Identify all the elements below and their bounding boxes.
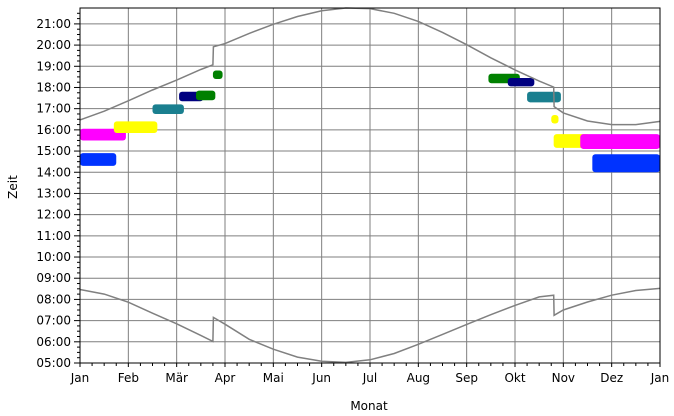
y-tick-label: 07:00 bbox=[36, 314, 71, 328]
y-tick-label: 06:00 bbox=[36, 335, 71, 349]
y-tick-label: 09:00 bbox=[36, 271, 71, 285]
x-tick-label: Jul bbox=[362, 371, 377, 385]
y-tick-label: 05:00 bbox=[36, 356, 71, 370]
y-tick-label: 08:00 bbox=[36, 292, 71, 306]
x-tick-label: Mär bbox=[165, 371, 188, 385]
x-tick-label: Okt bbox=[504, 371, 525, 385]
y-tick-label: 13:00 bbox=[36, 186, 71, 200]
y-axis-title: Zeit bbox=[6, 175, 20, 199]
y-tick-label: 18:00 bbox=[36, 80, 71, 94]
sunset-curve bbox=[79, 7, 661, 126]
y-tick-label: 17:00 bbox=[36, 102, 71, 116]
y-tick-label: 15:00 bbox=[36, 144, 71, 158]
y-tick-label: 21:00 bbox=[36, 17, 71, 31]
data-blob bbox=[212, 70, 223, 79]
data-blob bbox=[196, 90, 216, 101]
data-blob bbox=[152, 104, 184, 114]
data-blob bbox=[527, 91, 561, 103]
y-tick-label: 19:00 bbox=[36, 59, 71, 73]
x-tick-label: Sep bbox=[455, 371, 478, 385]
x-tick-label: Dez bbox=[600, 371, 623, 385]
y-tick-label: 16:00 bbox=[36, 123, 71, 137]
data-blob bbox=[580, 134, 660, 149]
sunrise-curve bbox=[79, 287, 661, 364]
y-tick-label: 14:00 bbox=[36, 165, 71, 179]
x-tick-label: Jan bbox=[70, 371, 90, 385]
grid bbox=[80, 8, 660, 364]
y-tick-label: 11:00 bbox=[36, 229, 71, 243]
x-tick-label: Apr bbox=[215, 371, 236, 385]
plot-frame bbox=[79, 7, 661, 364]
y-tick-label: 12:00 bbox=[36, 208, 71, 222]
x-tick-label: Mai bbox=[263, 371, 284, 385]
data-blob bbox=[80, 153, 117, 166]
data-blob bbox=[592, 154, 660, 173]
y-tick-label: 10:00 bbox=[36, 250, 71, 264]
axes: Jan Feb Mär Apr Mai Jun Jul Aug Sep Okt Nov Dez Jan0… bbox=[36, 7, 670, 385]
data-blob bbox=[551, 115, 559, 124]
data-blobs bbox=[80, 70, 660, 173]
x-tick-label: Jan bbox=[650, 371, 670, 385]
data-blob bbox=[113, 121, 158, 134]
x-tick-label: Nov bbox=[552, 371, 575, 385]
x-axis-title: Monat bbox=[350, 399, 388, 413]
x-tick-label: Jun bbox=[311, 371, 331, 385]
curves bbox=[79, 7, 661, 364]
x-tick-label: Feb bbox=[118, 371, 139, 385]
x-tick-label: Aug bbox=[407, 371, 430, 385]
data-blob bbox=[507, 77, 535, 87]
y-tick-label: 20:00 bbox=[36, 38, 71, 52]
